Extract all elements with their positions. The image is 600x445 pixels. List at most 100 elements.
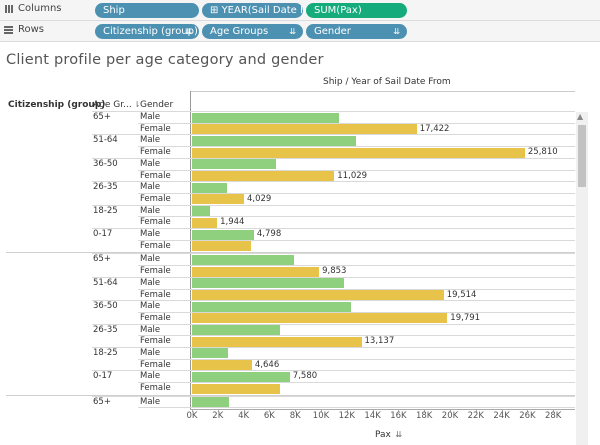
pill-citizenship[interactable]: Citizenship (group) ⇊ (95, 24, 199, 39)
bar-value-label: 4,029 (247, 194, 272, 204)
pane-top-border (190, 91, 575, 92)
age-group-label: 51-64 (93, 278, 118, 288)
pill-ship[interactable]: Ship (95, 3, 199, 18)
bar-female (192, 194, 244, 204)
gender-row-separator (138, 193, 575, 194)
gender-label-male: Male (140, 325, 161, 335)
x-axis-tick-mark (321, 409, 322, 412)
pill-age-groups-label: Age Groups (210, 26, 269, 37)
sort-icon[interactable]: ⇊ (392, 430, 403, 439)
column-header[interactable]: Ship / Year of Sail Date From (323, 77, 451, 87)
age-block-separator (92, 300, 575, 301)
bar-female (192, 218, 218, 228)
bar-value-label: 25,810 (527, 147, 558, 157)
x-axis-tick-mark (398, 409, 400, 412)
worksheet-title: Client profile per age category and gend… (6, 52, 324, 68)
gender-label-male: Male (140, 397, 161, 407)
pill-year-sail-date[interactable]: ⊞ YEAR(Sail Date Fr... (202, 3, 303, 18)
gender-label-female: Female (140, 194, 171, 204)
x-axis-tick-mark (450, 409, 451, 412)
gender-label-male: Male (140, 182, 161, 192)
gender-label-male: Male (140, 135, 161, 145)
age-block-separator (92, 228, 575, 229)
gender-label-female: Female (140, 124, 171, 134)
gender-label-female: Female (140, 360, 171, 370)
age-group-label: 26-35 (93, 182, 118, 192)
bar-female (192, 267, 320, 277)
age-group-label: 0-17 (93, 371, 113, 381)
header-gender[interactable]: Gender (140, 100, 174, 110)
columns-shelf-label: Columns (4, 3, 62, 14)
gender-label-female: Female (140, 241, 171, 251)
pill-age-groups[interactable]: Age Groups ⇊ (202, 24, 303, 39)
gender-row-separator (138, 312, 575, 313)
x-axis-tick-label: 2K (212, 411, 224, 421)
x-axis-tick-mark (243, 409, 245, 412)
bar-male (192, 159, 276, 169)
pane-left-border (190, 91, 191, 409)
bar-female (192, 313, 448, 323)
columns-icon (4, 4, 14, 14)
gender-label-male: Male (140, 159, 161, 169)
bar-female (192, 241, 252, 251)
x-axis-tick-mark (192, 409, 193, 412)
age-block-separator (92, 181, 575, 182)
scroll-up-icon[interactable]: ▲ (577, 112, 584, 121)
gender-label-female: Female (140, 336, 171, 346)
x-axis-tick-mark (501, 409, 503, 412)
bar-female (192, 171, 335, 181)
gender-label-male: Male (140, 301, 161, 311)
gender-label-female: Female (140, 217, 171, 227)
x-axis-tick-label: 26K (519, 411, 536, 421)
age-group-label: 18-25 (93, 206, 118, 216)
bar-female (192, 384, 280, 394)
bar-male (192, 325, 280, 335)
x-axis-tick-label: 10K (312, 411, 330, 421)
columns-shelf: Columns Ship ⊞ YEAR(Sail Date Fr... SUM(… (0, 0, 600, 21)
x-axis-title-label: Pax (375, 430, 391, 440)
bar-value-label: 4,646 (254, 360, 280, 370)
gender-row-separator (138, 407, 575, 408)
gender-label-male: Male (140, 229, 161, 239)
x-axis-title[interactable]: Pax ⇊ (375, 430, 402, 440)
pill-sum-pax[interactable]: SUM(Pax) (306, 3, 407, 18)
bar-value-label: 9,853 (322, 266, 347, 276)
x-axis-tick-mark (295, 409, 297, 412)
header-age-groups[interactable]: Age Gr... ⇂ (93, 100, 140, 110)
x-axis-tick-label: 6K (263, 411, 275, 421)
gender-row-separator (138, 335, 575, 336)
age-block-separator (92, 205, 575, 206)
bar-female (192, 124, 417, 134)
age-block-separator (92, 347, 575, 348)
bar-male (192, 278, 345, 288)
pill-gender[interactable]: Gender ⇊ (306, 24, 407, 39)
x-axis-tick-label: 0K (186, 411, 198, 421)
header-citizenship[interactable]: Citizenship (group) (8, 100, 106, 110)
x-axis-tick-mark (269, 409, 271, 412)
plus-icon: ⊞ (210, 5, 222, 16)
x-axis-tick-label: 24K (493, 411, 510, 421)
x-axis-tick-label: 12K (338, 411, 355, 421)
sort-desc-icon[interactable]: ⇂ (133, 100, 141, 109)
bar-female (192, 148, 525, 158)
gender-label-female: Female (140, 266, 171, 276)
gender-row-separator (138, 123, 575, 124)
bar-value-label: 7,580 (292, 371, 318, 381)
age-block-separator (92, 324, 575, 325)
bar-female (192, 290, 444, 300)
age-block-separator (92, 396, 575, 397)
bar-female (192, 360, 252, 370)
x-axis-tick-mark (424, 409, 426, 412)
bar-value-label: 19,791 (450, 313, 481, 323)
x-axis-tick-mark (217, 409, 219, 412)
scrollbar-thumb[interactable] (578, 125, 586, 187)
gender-label-male: Male (140, 206, 161, 216)
x-axis-tick-mark (346, 409, 348, 412)
x-axis-line (190, 409, 575, 410)
age-group-label: 18-25 (93, 348, 118, 358)
x-axis-tick-label: 20K (441, 411, 459, 421)
bar-value-label: 11,029 (337, 171, 368, 181)
age-block-separator (92, 111, 575, 112)
bar-value-label: 4,798 (256, 229, 282, 239)
vertical-scrollbar[interactable] (576, 112, 588, 445)
